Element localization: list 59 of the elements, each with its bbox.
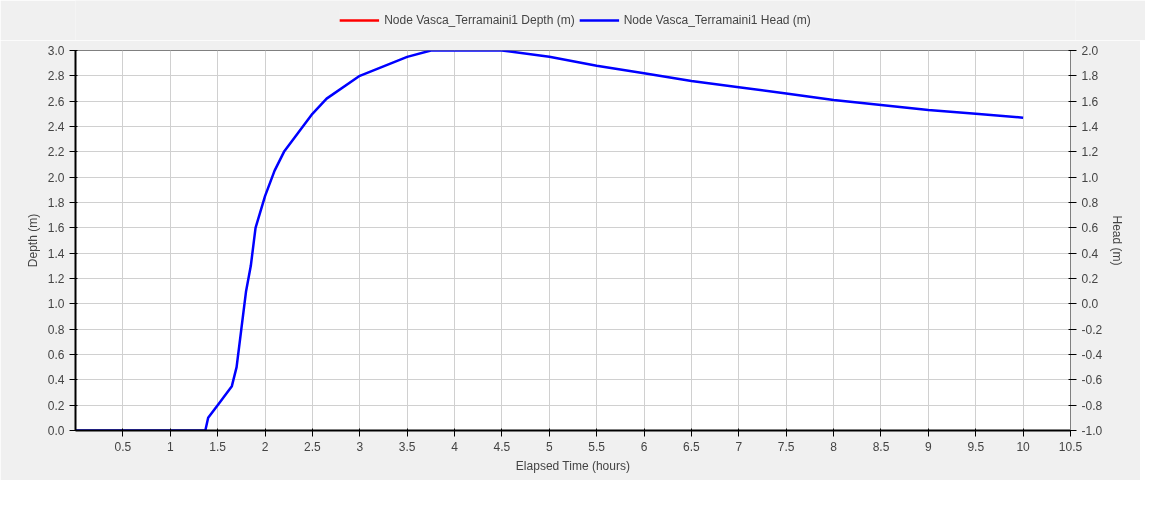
y-tick-label: 2.6: [47, 94, 65, 109]
y-tick-label: 0.2: [47, 398, 65, 413]
y-tick-label: 3.0: [47, 44, 65, 58]
x-tick-label: 1: [166, 439, 174, 454]
x-tick-label: 3.5: [398, 439, 416, 454]
x-tick-label: 3: [356, 439, 364, 454]
y-tick-label: 0.0: [47, 424, 65, 438]
y2-tick-label: -0.6: [1081, 373, 1103, 388]
x-tick-label: 1.5: [209, 439, 227, 454]
x-tick-label: 6: [640, 439, 648, 454]
legend-label: Node Vasca_Terramaini1 Head (m): [623, 13, 811, 27]
y-tick-label: 2.2: [47, 145, 65, 160]
x-tick-label: 8: [830, 439, 838, 454]
y2-tick-label: 1.4: [1081, 120, 1099, 134]
y2-tick-label: 0.0: [1081, 297, 1099, 312]
x-tick-label: 8.5: [872, 439, 890, 454]
legend-label: Node Vasca_Terramaini1 Depth (m): [384, 13, 575, 27]
y-tick-label: 2.0: [47, 170, 65, 185]
y-axis-title: Depth (m): [25, 213, 40, 268]
y2-tick-label: 1.8: [1081, 69, 1099, 84]
x-tick-label: 9: [925, 439, 933, 454]
y2-tick-label: -0.2: [1081, 322, 1103, 337]
y2-tick-label: -0.8: [1081, 398, 1103, 413]
y2-tick-label: 2.0: [1081, 44, 1099, 58]
x-tick-label: 10: [1016, 439, 1031, 454]
y-tick-label: 1.0: [47, 297, 65, 312]
y2-tick-label: 1.2: [1081, 145, 1099, 160]
y2-tick-label: 0.8: [1081, 196, 1099, 210]
y-tick-label: 1.4: [47, 246, 65, 261]
y-tick-label: 2.4: [47, 120, 65, 134]
y2-tick-label: 0.4: [1081, 246, 1099, 261]
x-tick-label: 7: [735, 439, 743, 454]
line-series: [75, 50, 1025, 431]
y-tick-label: 0.8: [47, 322, 65, 337]
y2-tick-label: 1.0: [1081, 170, 1099, 185]
y2-tick-label: 0.6: [1081, 221, 1099, 236]
y-tick-label: 1.8: [47, 196, 65, 210]
y2-tick-label: -1.0: [1081, 424, 1103, 438]
x-tick-label: 2.5: [304, 439, 322, 454]
x-tick-label: 6.5: [683, 439, 701, 454]
x-tick-label: 0.5: [114, 439, 132, 454]
y2-axis-title: Head (m): [1110, 215, 1125, 266]
x-tick-label: 10.5: [1058, 439, 1083, 454]
y2-tick-label: 1.6: [1081, 94, 1099, 109]
y-tick-label: 0.4: [47, 373, 65, 388]
y-tick-label: 1.6: [47, 221, 65, 236]
x-tick-label: 4: [451, 439, 459, 454]
y-tick-label: 0.6: [47, 348, 65, 362]
y2-tick-label: -0.4: [1081, 348, 1103, 362]
y-tick-label: 2.8: [47, 69, 65, 84]
x-tick-label: 2: [261, 439, 269, 454]
x-axis-title: Elapsed Time (hours): [515, 458, 630, 473]
y2-tick-label: 0.2: [1081, 272, 1099, 286]
x-tick-label: 5: [545, 439, 553, 454]
x-tick-label: 7.5: [777, 439, 795, 454]
x-tick-label: 5.5: [588, 439, 606, 454]
x-tick-label: 4.5: [493, 439, 511, 454]
y-tick-label: 1.2: [47, 272, 65, 286]
x-tick-label: 9.5: [967, 439, 985, 454]
